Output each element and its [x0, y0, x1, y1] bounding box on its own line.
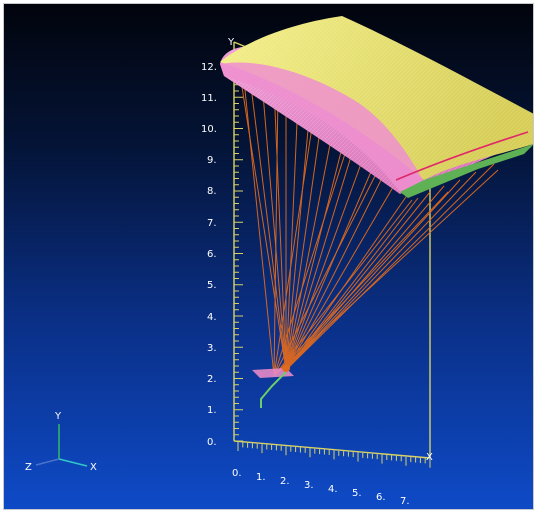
y-tick-3: 3. [207, 343, 217, 354]
scene-svg: 0. 1. 2. 3. 4. 5. 6. 7. 8. 9. 10. 11. 12… [25, 16, 533, 507]
y-tick-0: 0. [207, 437, 217, 448]
suspension-line [285, 193, 409, 371]
x-tick-0: 0. [232, 468, 242, 479]
suspension-line [285, 159, 377, 371]
suspension-line [261, 81, 287, 371]
y-tick-8: 8. [207, 186, 217, 197]
suspension-line [273, 199, 413, 377]
suspension-line [243, 79, 275, 377]
suspension-line [285, 197, 419, 371]
3d-viewport[interactable]: 0. 1. 2. 3. 4. 5. 6. 7. 8. 9. 10. 11. 12… [3, 3, 534, 510]
canopy [220, 16, 533, 198]
orientation-triad: Y X Z [25, 411, 97, 473]
suspension-line [273, 113, 315, 377]
x-tick-7: 7. [400, 496, 410, 507]
suspension-line [285, 163, 495, 371]
triad-z-label: Z [25, 462, 32, 473]
suspension-line [285, 181, 397, 371]
y-tick-7: 7. [207, 218, 217, 229]
suspension-line [273, 165, 381, 377]
suspension-line [285, 139, 357, 371]
suspension-line [249, 77, 287, 371]
suspension-line [285, 99, 299, 371]
x-tick-3: 3. [304, 480, 314, 491]
suspension-line [285, 115, 323, 371]
x-tick-6: 6. [376, 492, 386, 503]
triad-x-label: X [90, 462, 97, 473]
y-tick-5: 5. [207, 280, 217, 291]
x-tick-1: 1. [256, 472, 266, 483]
frame-y-label: Y [227, 37, 235, 48]
suspension-line [285, 123, 335, 371]
y-tick-6: 6. [207, 249, 217, 260]
x-tick-labels: 0. 1. 2. 3. 4. 5. 6. 7. [232, 468, 410, 507]
payload [252, 364, 294, 408]
suspension-line [285, 185, 445, 371]
suspension-line [285, 169, 387, 371]
y-tick-10: 10. [201, 124, 217, 135]
triad-y-label: Y [54, 411, 62, 422]
suspension-line [273, 169, 499, 377]
suspension-line [273, 91, 279, 377]
y-tick-9: 9. [207, 155, 217, 166]
suspension-line [285, 171, 477, 371]
suspension-line [239, 73, 287, 371]
suspension-line [285, 131, 347, 371]
x-tick-4: 4. [328, 484, 338, 495]
y-tick-labels: 0. 1. 2. 3. 4. 5. 6. 7. 8. 9. 10. 11. 12… [201, 62, 217, 448]
suspension-line [285, 149, 367, 371]
frame-x-label: X [426, 452, 433, 463]
y-tick-2: 2. [207, 374, 217, 385]
y-axis [234, 65, 243, 442]
x-tick-5: 5. [352, 488, 362, 499]
x-axis [237, 442, 431, 468]
y-tick-1: 1. [207, 405, 217, 416]
y-tick-12: 12. [201, 62, 217, 73]
suspension-lines [239, 73, 499, 377]
suspension-line [285, 191, 431, 371]
suspension-line [273, 85, 287, 371]
x-tick-2: 2. [280, 476, 290, 487]
y-tick-4: 4. [207, 312, 217, 323]
suspension-line [273, 137, 351, 377]
y-tick-11: 11. [201, 93, 217, 104]
suspension-line [273, 191, 449, 377]
